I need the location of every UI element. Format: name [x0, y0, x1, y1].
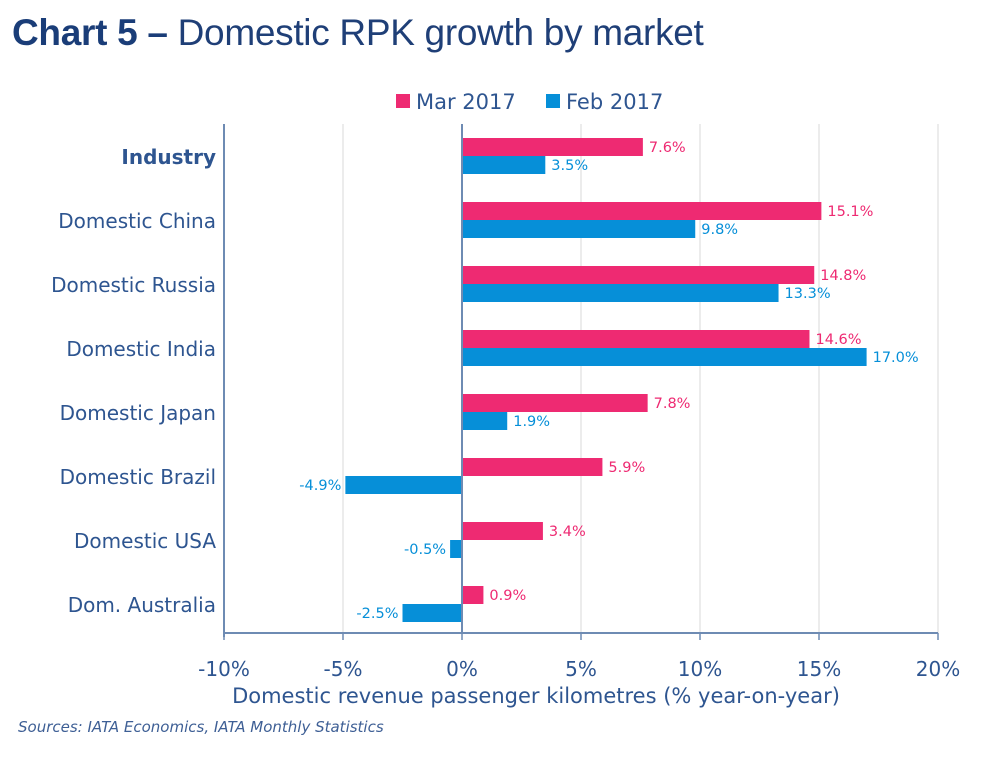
data-label-feb: -2.5% — [356, 606, 398, 622]
data-label-feb: 3.5% — [551, 158, 588, 174]
data-label-mar: 14.8% — [820, 268, 866, 284]
legend: Mar 2017 Feb 2017 — [396, 90, 663, 114]
data-label-feb: 9.8% — [701, 222, 738, 238]
category-label: Domestic Russia — [51, 273, 216, 297]
bar-mar — [462, 138, 643, 156]
chart-title-text: Domestic RPK growth by market — [167, 12, 704, 53]
category-label: Domestic Brazil — [60, 465, 216, 489]
source-note: Sources: IATA Economics, IATA Monthly St… — [18, 718, 384, 736]
bar-mar — [462, 330, 810, 348]
x-tick-label: 10% — [678, 657, 722, 681]
data-label-feb: 1.9% — [513, 414, 550, 430]
x-tick-label: 20% — [916, 657, 960, 681]
legend-swatch-mar — [396, 94, 410, 108]
category-label: Dom. Australia — [68, 593, 216, 617]
x-tick-label: -5% — [324, 657, 363, 681]
tick-labels: -10% -5% 0% 5% 10% 15% 20% — [198, 657, 960, 681]
data-label-mar: 0.9% — [489, 588, 526, 604]
bar-feb — [402, 604, 462, 622]
x-tick-label: -10% — [198, 657, 250, 681]
data-label-mar: 3.4% — [549, 524, 586, 540]
category-label: Domestic Japan — [60, 401, 216, 425]
bar-mar — [462, 458, 603, 476]
legend-swatch-feb — [546, 94, 560, 108]
category-label: Domestic China — [58, 209, 216, 233]
x-tick-label: 0% — [446, 657, 478, 681]
x-tick-label: 15% — [797, 657, 841, 681]
data-label-mar: 14.6% — [815, 332, 861, 348]
bar-feb — [462, 412, 508, 430]
bar-mar — [462, 522, 543, 540]
bar-mar — [462, 202, 822, 220]
bar-mar — [462, 586, 484, 604]
bar-feb — [462, 348, 867, 366]
data-label-feb: -0.5% — [404, 542, 446, 558]
x-tick-label: 5% — [565, 657, 597, 681]
category-label: Domestic USA — [74, 529, 216, 553]
data-label-mar: 5.9% — [608, 460, 645, 476]
data-label-feb: 13.3% — [785, 286, 831, 302]
category-label: Domestic India — [66, 337, 216, 361]
bar-mar — [462, 266, 815, 284]
category-label: Industry — [121, 145, 216, 169]
data-label-mar: 7.6% — [649, 140, 686, 156]
data-label-mar: 7.8% — [654, 396, 691, 412]
legend-label-feb: Feb 2017 — [566, 90, 663, 114]
chart-title: Chart 5 – Domestic RPK growth by market — [12, 12, 704, 54]
data-label-mar: 15.1% — [827, 204, 873, 220]
data-label-feb: 17.0% — [873, 350, 919, 366]
bar-feb — [462, 220, 696, 238]
bar-feb — [345, 476, 462, 494]
bar-feb — [462, 284, 779, 302]
bar-feb — [450, 540, 462, 558]
chart-title-number: Chart 5 – — [12, 12, 168, 53]
category-labels: Industry Domestic China Domestic Russia Dom… — [51, 145, 216, 617]
data-label-feb: -4.9% — [299, 478, 341, 494]
axes — [223, 124, 939, 640]
data-labels: 7.6% 3.5% 15.1% 9.8% 14.8% 13.3% 14.6% 17.0% 7.8… — [299, 140, 918, 622]
gridlines — [223, 124, 939, 633]
bar-feb — [462, 156, 546, 174]
legend-label-mar: Mar 2017 — [416, 90, 516, 114]
bars — [345, 138, 867, 622]
bar-mar — [462, 394, 648, 412]
x-axis-label: Domestic revenue passenger kilometres (%… — [232, 684, 840, 708]
